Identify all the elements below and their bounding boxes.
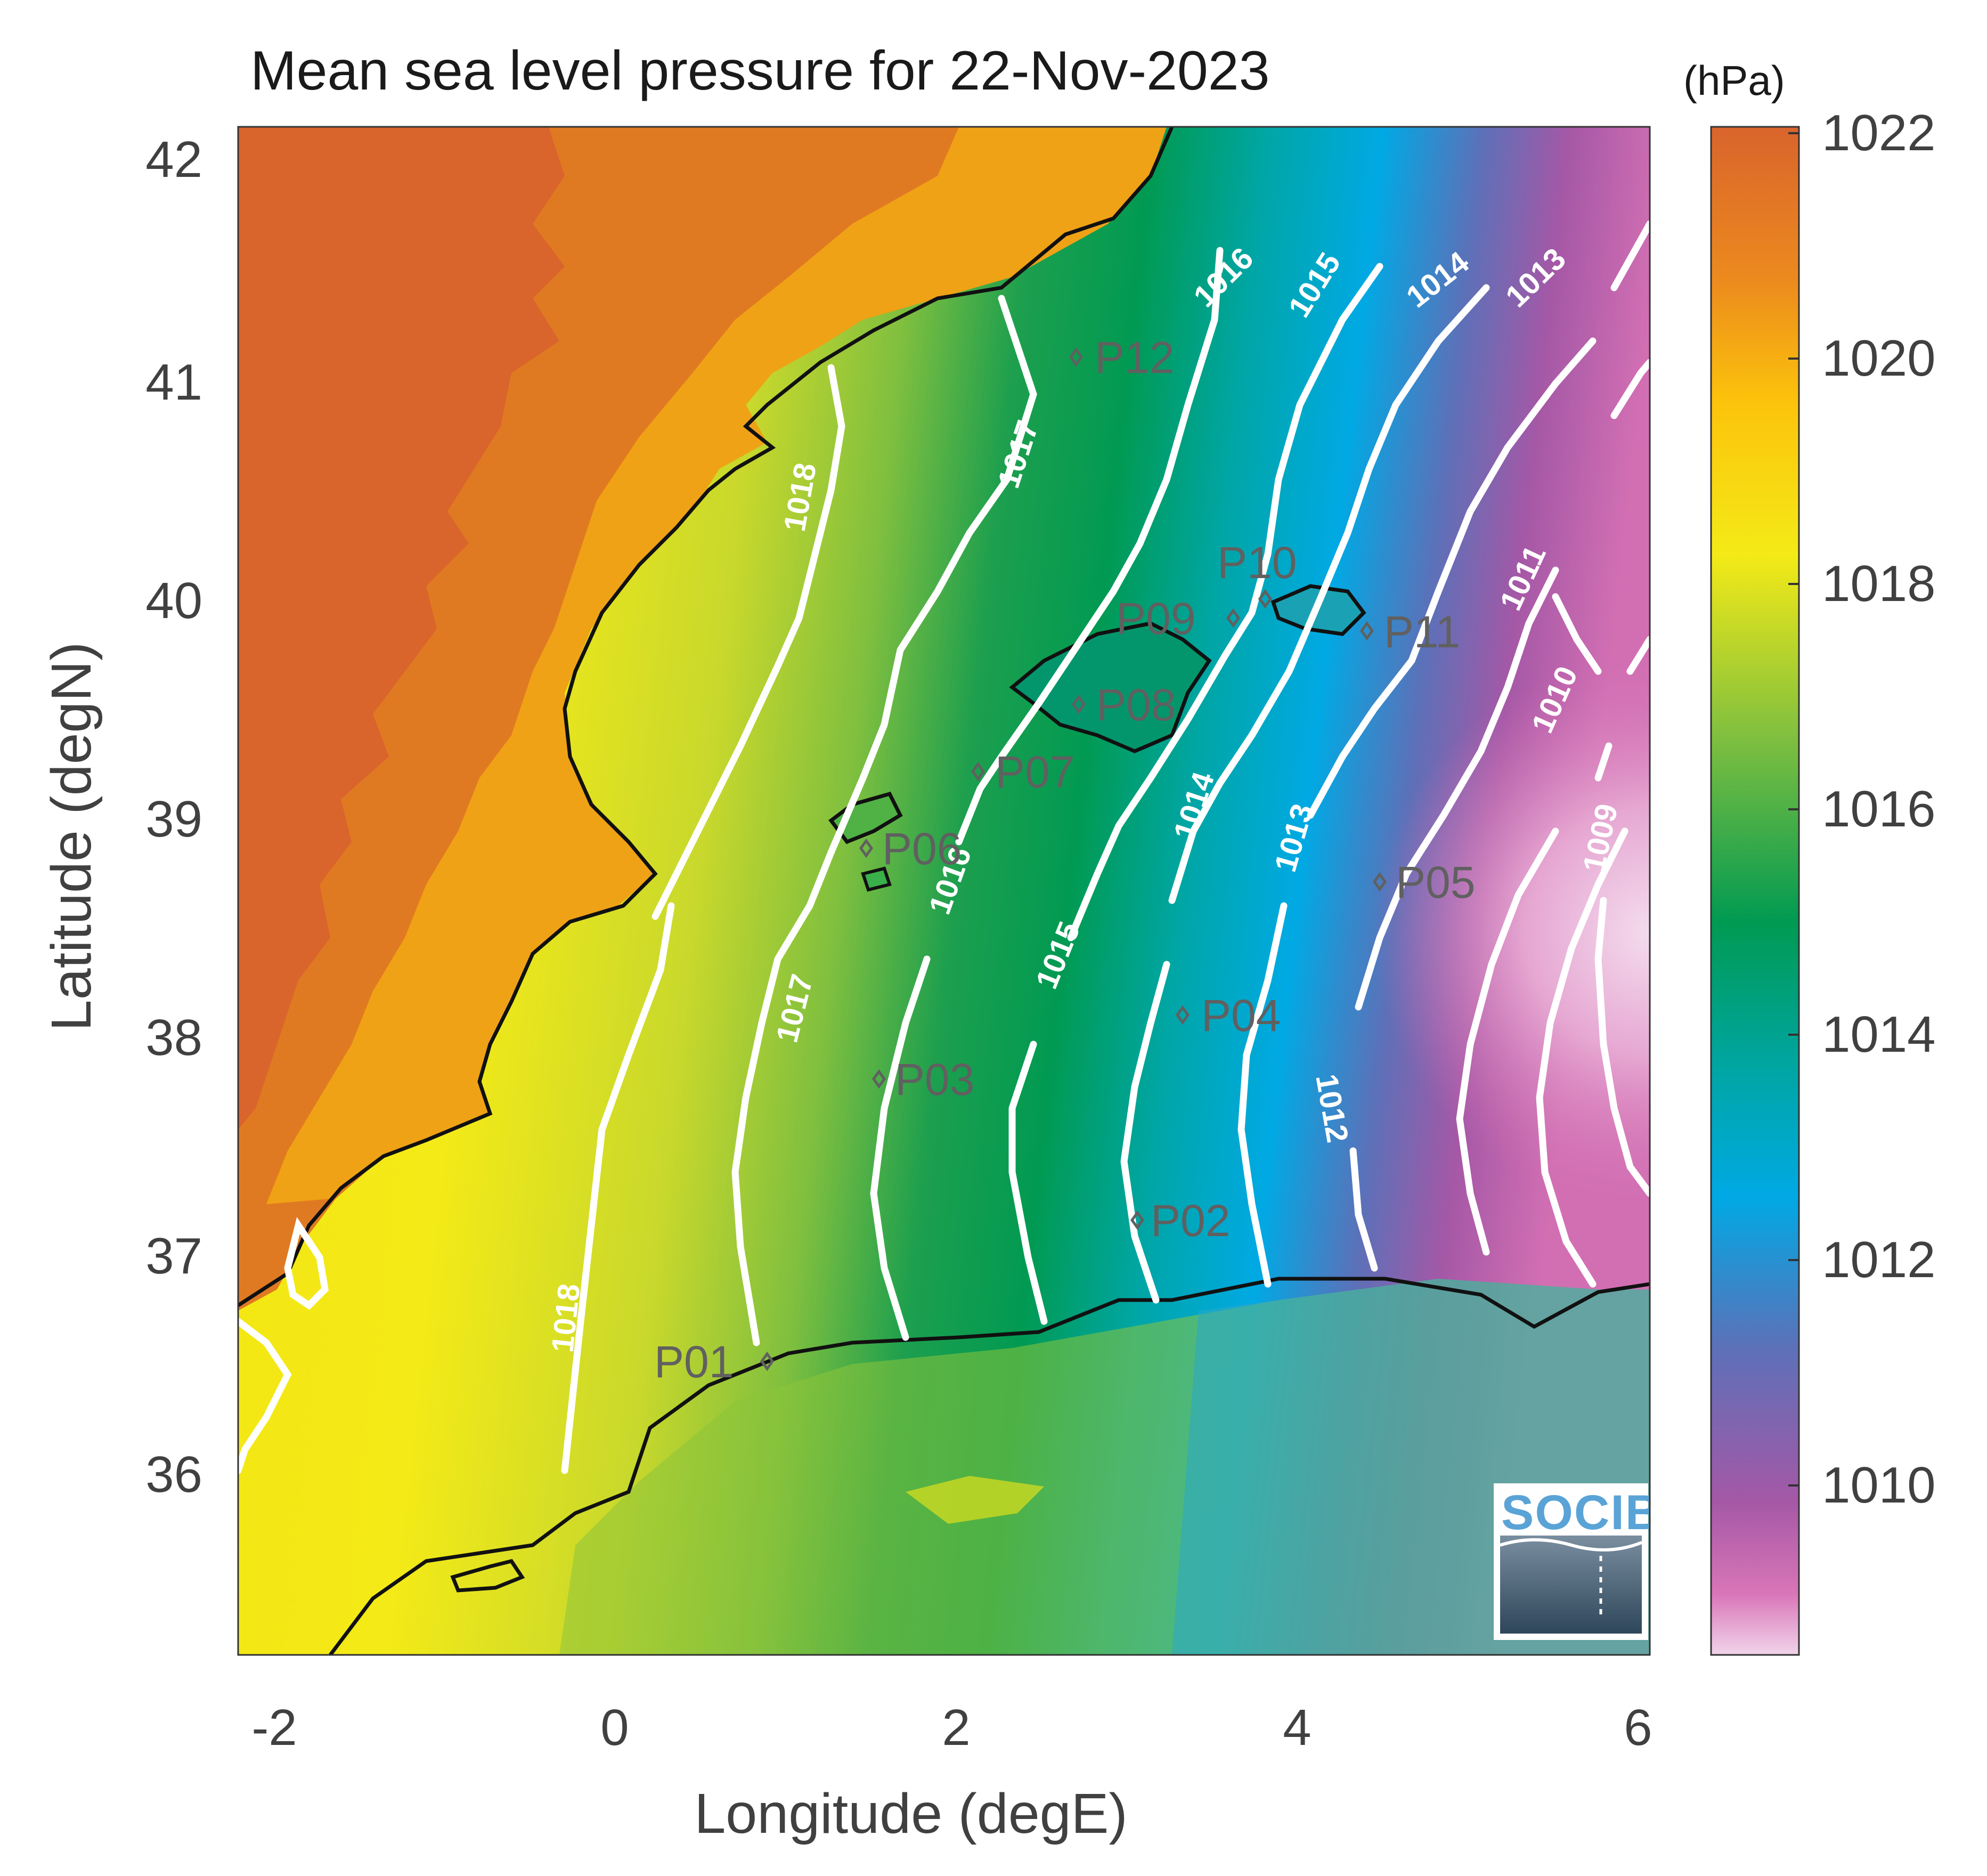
colorbar-ramp: [1710, 126, 1800, 1656]
plot-frame: [237, 126, 1651, 1656]
chart-title: Mean sea level pressure for 22-Nov-2023: [250, 40, 1269, 102]
svg-text:P06: P06: [882, 824, 962, 874]
station-p09: P09: [1116, 594, 1241, 644]
colorbar-tick-label: 1022: [1822, 104, 1936, 161]
y-tick-label: 40: [145, 572, 202, 629]
land-iberia-yellow: [266, 127, 1167, 1204]
svg-text:P10: P10: [1217, 538, 1297, 588]
y-axis: 42 41 40 39 38 37 36 Latitude (degN): [40, 131, 202, 1503]
stations: P01 P02 P03 P04 P05 P06: [654, 332, 1475, 1387]
station-p04: P04: [1175, 990, 1281, 1041]
island-formentera: [861, 866, 892, 892]
socib-logo: SOCIB: [1494, 1483, 1662, 1640]
colorbar-tick-label: 1020: [1822, 330, 1936, 387]
y-tick-label: 42: [145, 131, 202, 188]
colorbar-unit: (hPa): [1683, 57, 1785, 104]
y-tick-label: 36: [145, 1446, 202, 1503]
svg-text:P01: P01: [654, 1337, 734, 1387]
isobars: [238, 220, 1650, 1474]
station-p07: P07: [971, 747, 1074, 797]
colorbar-tick-label: 1016: [1822, 781, 1936, 838]
station-p01: P01: [654, 1337, 775, 1387]
x-axis-label: Longitude (degE): [694, 1782, 1127, 1845]
svg-text:P05: P05: [1396, 857, 1475, 907]
svg-text:P09: P09: [1116, 594, 1195, 644]
land-iberia-core: [238, 127, 565, 1130]
svg-text:P11: P11: [1384, 607, 1460, 657]
x-tick-label: 2: [942, 1699, 970, 1756]
y-tick-label: 41: [145, 354, 202, 411]
station-p02: P02: [1130, 1196, 1230, 1246]
svg-text:P07: P07: [995, 747, 1074, 797]
station-p06: P06: [859, 824, 962, 874]
y-tick-label: 39: [145, 791, 202, 848]
y-tick-label: 38: [145, 1009, 202, 1066]
colorbar-tick-label: 1014: [1822, 1006, 1936, 1063]
land-africa-dunes: [906, 1476, 1044, 1524]
station-p10: P10: [1217, 538, 1297, 609]
svg-text:P12: P12: [1095, 332, 1174, 383]
x-tick-label: 6: [1624, 1699, 1652, 1756]
svg-text:P03: P03: [895, 1054, 974, 1105]
colorbar-tick-label: 1010: [1822, 1457, 1936, 1514]
station-p08: P08: [1071, 680, 1176, 730]
station-p12: P12: [1069, 332, 1174, 383]
svg-text:SOCIB: SOCIB: [1501, 1485, 1662, 1540]
station-p05: P05: [1372, 857, 1475, 907]
x-axis: -2 0 2 4 6 Longitude (degE): [251, 1699, 1652, 1845]
isobar-label: 1018: [545, 1282, 587, 1354]
island-mallorca: [1009, 621, 1212, 753]
map-area: 1018 1018 1017 1017 1016 1016 1015 1015 …: [238, 127, 1662, 1655]
svg-text:P04: P04: [1201, 990, 1281, 1041]
x-tick-label: -2: [251, 1699, 297, 1756]
colorbar-tick-label: 1018: [1822, 555, 1936, 612]
x-tick-label: 4: [1283, 1699, 1311, 1756]
station-p11: P11: [1359, 607, 1460, 657]
svg-text:P02: P02: [1151, 1196, 1230, 1246]
y-axis-label: Latitude (degN): [40, 642, 103, 1032]
svg-text:P08: P08: [1096, 680, 1176, 730]
colorbar-tick-label: 1012: [1822, 1231, 1936, 1288]
x-tick-label: 0: [600, 1699, 629, 1756]
station-p03: P03: [872, 1054, 974, 1105]
y-tick-label: 37: [145, 1228, 202, 1285]
colorbar: (hPa) 1022 1020 1018 1016 1014 1012 1010: [1683, 57, 1936, 1656]
